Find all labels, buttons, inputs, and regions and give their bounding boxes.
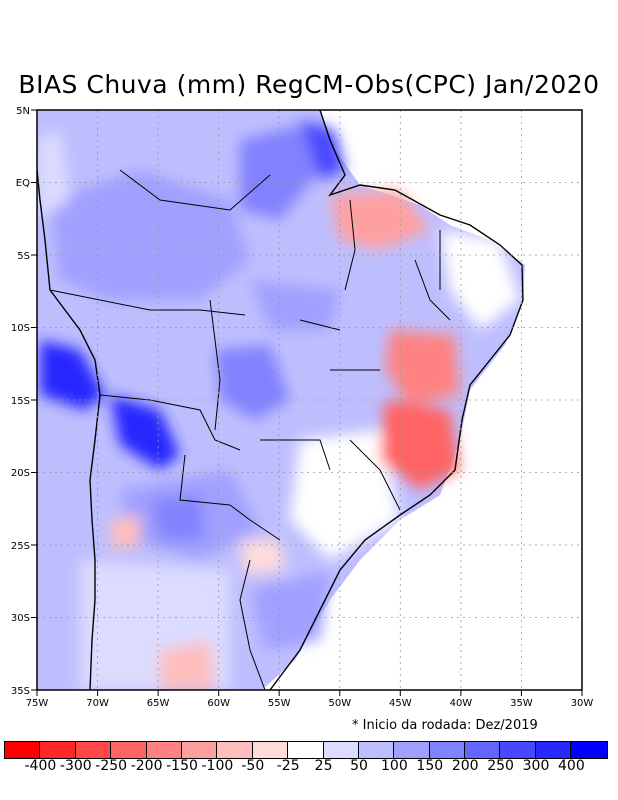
blue-region-amazon — [50, 170, 250, 300]
lon-label: 70W — [86, 698, 109, 709]
lon-label: 55W — [268, 698, 291, 709]
colorbar-label: -200 — [130, 758, 163, 774]
lat-label: 5S — [17, 251, 30, 262]
colorbar-swatch — [465, 742, 501, 758]
lon-label: 75W — [26, 698, 49, 709]
red-region-maranhao — [330, 190, 430, 250]
colorbar-label: 25 — [314, 758, 333, 774]
colorbar-swatch — [252, 742, 289, 758]
colorbar-label: -300 — [59, 758, 92, 774]
lat-label: 25S — [11, 541, 30, 552]
lon-label: 45W — [389, 698, 412, 709]
colorbar-label: 50 — [350, 758, 368, 774]
gridlines — [37, 110, 582, 690]
colorbar-label: 400 — [558, 758, 585, 774]
blue-region-midwest — [250, 280, 340, 330]
colorbar-swatch — [217, 742, 253, 758]
colorbar-label: 200 — [451, 758, 479, 774]
colorbar-label: -150 — [166, 758, 198, 774]
lat-label: 35S — [11, 686, 30, 697]
colorbar-swatch — [323, 742, 359, 758]
blue-region-bolivia-deep — [110, 395, 180, 470]
lat-label: 15S — [11, 396, 30, 407]
lat-label: 10S — [11, 323, 30, 334]
colorbar-label: 100 — [381, 758, 408, 774]
lat-label: 5N — [16, 106, 30, 117]
lon-label: 65W — [147, 698, 170, 709]
lon-label: 50W — [328, 698, 351, 709]
run-start-note: * Inicio da rodada: Dez/2019 — [352, 718, 538, 733]
colorbar-swatch — [571, 742, 607, 758]
red-region-bahia — [385, 330, 460, 405]
blue-region-center — [215, 345, 290, 420]
colorbar-swatch — [75, 742, 112, 758]
colorbar-label: -50 — [241, 758, 265, 774]
colorbar-swatch — [146, 742, 182, 758]
lon-label: 40W — [450, 698, 473, 709]
lon-label: 60W — [207, 698, 230, 709]
axis-ticks — [31, 109, 583, 696]
blue-region-north — [240, 125, 320, 220]
colorbar — [4, 741, 608, 759]
colorbar-swatch — [535, 742, 572, 758]
colorbar-swatch — [500, 742, 536, 758]
bias-map: 75W 70W 65W 60W 55W 50W 45W 40W 35W 30W … — [11, 106, 594, 709]
red-region-pampa — [160, 640, 215, 690]
colorbar-swatch — [358, 742, 395, 758]
colorbar-swatch — [181, 742, 218, 758]
blue-region-paraguay — [150, 495, 205, 540]
colorbar-label: -250 — [95, 758, 128, 774]
colorbar-label: 250 — [487, 758, 514, 774]
country-borders — [49, 169, 451, 690]
colorbar-label: 300 — [522, 758, 550, 774]
colorbar-label: -100 — [201, 758, 234, 774]
red-region-chaco — [110, 515, 140, 550]
colorbar-swatch — [429, 742, 466, 758]
lon-label: 35W — [510, 698, 533, 709]
colorbar-swatch — [40, 742, 76, 758]
blue-region-west-deep — [40, 340, 105, 410]
blue-region-coast — [300, 120, 345, 180]
colorbar-swatch — [288, 742, 324, 758]
colorbar-label: -400 — [24, 758, 57, 774]
red-region-parana — [240, 540, 285, 575]
colorbar-label: 150 — [416, 758, 444, 774]
colorbar-label: -25 — [276, 758, 300, 774]
map-title: BIAS Chuva (mm) RegCM-Obs(CPC) Jan/2020 — [18, 70, 600, 99]
colorbar-swatch — [394, 742, 430, 758]
light-region-ocean-north — [37, 130, 70, 220]
coastline — [269, 110, 524, 690]
lat-label: 20S — [11, 468, 30, 479]
lon-label: 30W — [571, 698, 594, 709]
colorbar-swatch — [5, 742, 41, 758]
colorbar-swatch — [111, 742, 147, 758]
lat-label: 30S — [11, 613, 30, 624]
lat-label: EQ — [16, 178, 30, 189]
